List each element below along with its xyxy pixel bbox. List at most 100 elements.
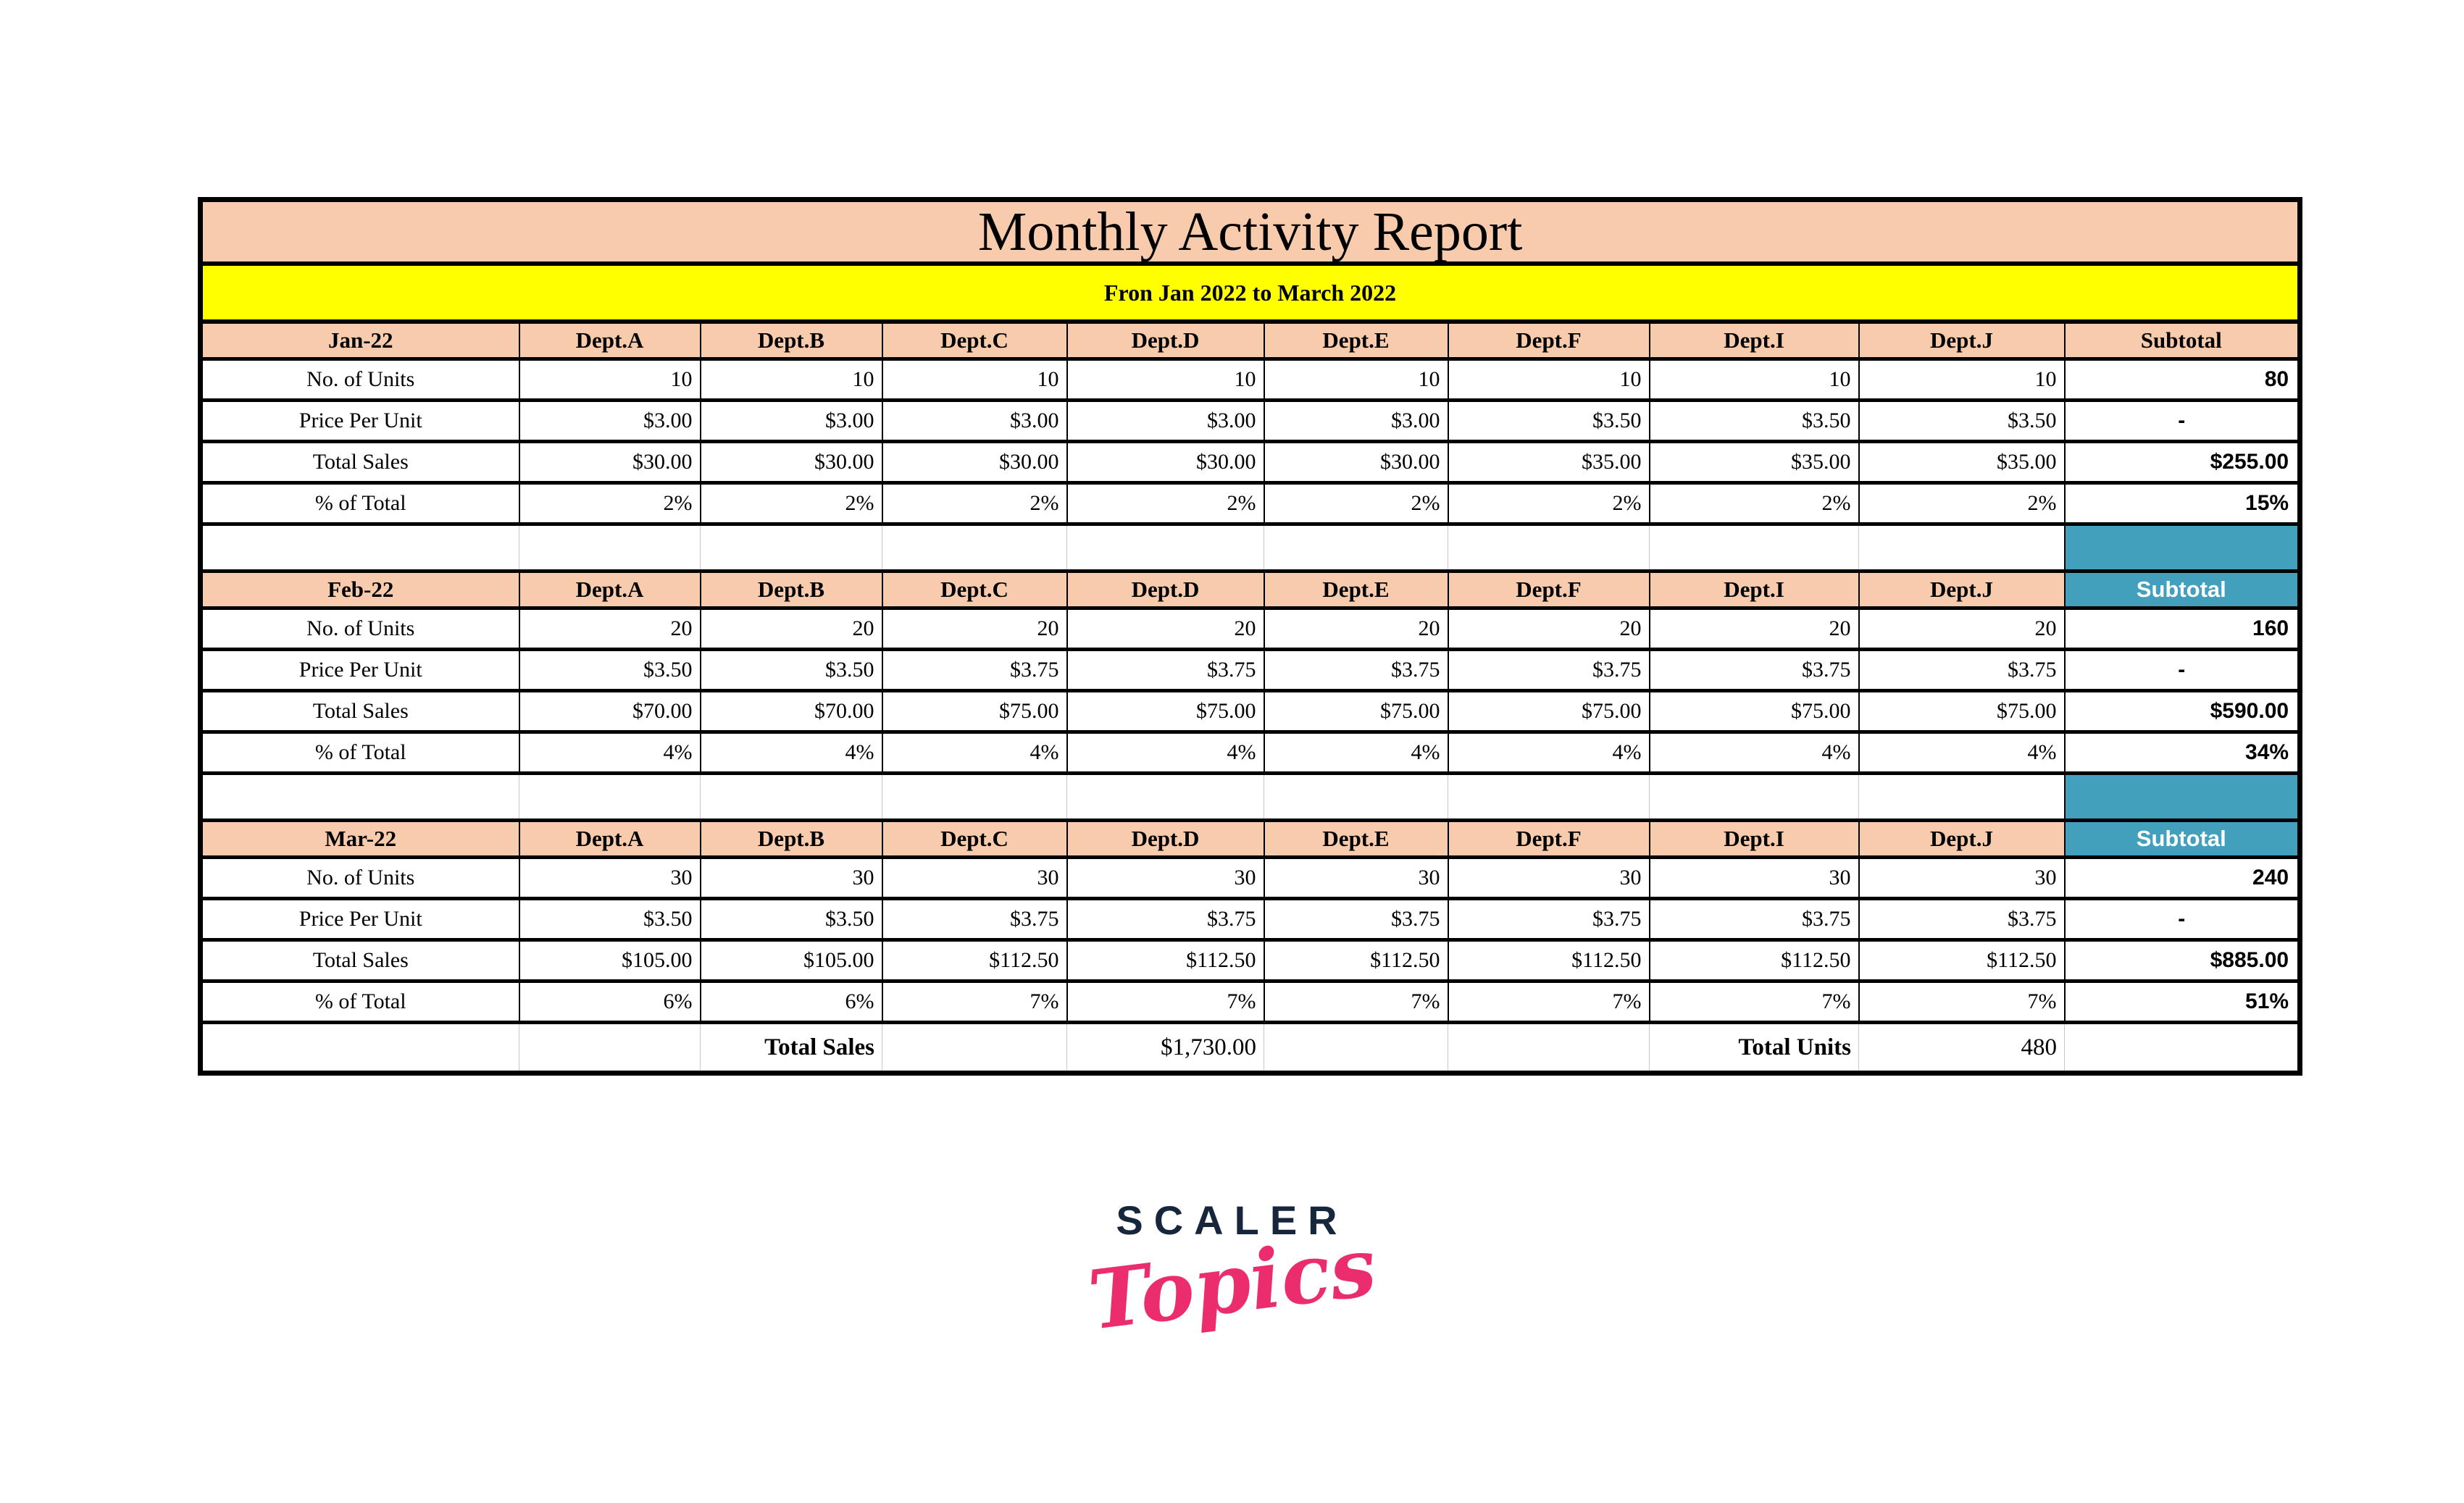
subtotal-header: Subtotal — [2063, 569, 2301, 610]
value-cell: 2% — [1066, 482, 1265, 526]
dept-header: Dept.A — [518, 569, 701, 610]
value-cell: $75.00 — [1648, 690, 1860, 734]
value-cell: $30.00 — [518, 440, 701, 485]
empty-cell — [519, 1021, 701, 1073]
month-sections: Jan-22 Dept.A Dept.B Dept.C Dept.D Dept.E Dept… — [199, 319, 2301, 1024]
value-cell: $3.75 — [1648, 648, 1860, 692]
value-cell: 6% — [518, 980, 701, 1024]
value-cell: 4% — [881, 731, 1068, 775]
table-row: % of Total 4% 4% 4% 4% 4% 4% 4% 4% 34% — [199, 731, 2301, 775]
subtotal-header: Subtotal — [2063, 319, 2301, 361]
page-title: Monthly Activity Report — [200, 199, 2300, 266]
value-cell: 20 — [518, 607, 701, 651]
row-label: Price Per Unit — [199, 648, 520, 692]
subtotal-value: $590.00 — [2063, 690, 2301, 734]
dept-header: Dept.C — [881, 319, 1068, 361]
month-label: Mar-22 — [199, 819, 520, 859]
dept-header: Dept.J — [1858, 319, 2066, 361]
dept-header: Dept.F — [1447, 569, 1650, 610]
value-cell: $3.00 — [1066, 399, 1265, 443]
subtotal-value: - — [2063, 897, 2301, 942]
gap-cell — [882, 524, 1067, 572]
value-cell: $70.00 — [518, 690, 701, 734]
gap-cell — [200, 773, 519, 821]
month-header-row: Feb-22 Dept.A Dept.B Dept.C Dept.D Dept.E Dept… — [199, 569, 2301, 610]
value-cell: 10 — [1263, 358, 1449, 402]
value-cell: $30.00 — [699, 440, 883, 485]
value-cell: $35.00 — [1648, 440, 1860, 485]
value-cell: 10 — [1447, 358, 1650, 402]
value-cell: 4% — [1858, 731, 2066, 775]
table-row: Total Sales $105.00 $105.00 $112.50 $112.50 $… — [199, 939, 2301, 983]
row-label: Total Sales — [199, 440, 520, 485]
spacer-row — [200, 773, 2301, 821]
value-cell: 10 — [699, 358, 883, 402]
month-header-row: Mar-22 Dept.A Dept.B Dept.C Dept.D Dept.E Dept… — [199, 819, 2301, 859]
value-cell: 30 — [881, 856, 1068, 900]
row-label: Total Sales — [199, 939, 520, 983]
subtotal-value: $885.00 — [2063, 939, 2301, 983]
value-cell: 4% — [1648, 731, 1860, 775]
gap-cell — [1448, 524, 1650, 572]
value-cell: 4% — [518, 731, 701, 775]
value-cell: 4% — [1263, 731, 1449, 775]
row-label: Price Per Unit — [199, 897, 520, 942]
row-label: % of Total — [199, 482, 520, 526]
title-row: Monthly Activity Report — [200, 199, 2300, 266]
table-row: Total Sales $70.00 $70.00 $75.00 $75.00 $75.0… — [199, 690, 2301, 734]
value-cell: $3.75 — [1066, 648, 1265, 692]
gap-cell — [700, 524, 882, 572]
value-cell: $75.00 — [1263, 690, 1449, 734]
row-label: No. of Units — [199, 358, 520, 402]
dept-header: Dept.J — [1858, 569, 2066, 610]
value-cell: 7% — [1263, 980, 1449, 1024]
value-cell: 4% — [1447, 731, 1650, 775]
value-cell: 20 — [1648, 607, 1860, 651]
table-row: % of Total 6% 6% 7% 7% 7% 7% 7% 7% 51% — [199, 980, 2301, 1024]
grand-totals-row: Total Sales $1,730.00 Total Units 480 — [200, 1021, 2301, 1073]
value-cell: $112.50 — [1858, 939, 2066, 983]
month-label: Feb-22 — [199, 569, 520, 610]
value-cell: 10 — [1648, 358, 1860, 402]
value-cell: $70.00 — [699, 690, 883, 734]
empty-cell — [1264, 1021, 1448, 1073]
value-cell: $30.00 — [1066, 440, 1265, 485]
dept-header: Dept.D — [1066, 569, 1265, 610]
row-label: No. of Units — [199, 856, 520, 900]
month-label: Jan-22 — [199, 319, 520, 361]
monthly-activity-report-table: Monthly Activity Report Fron Jan 2022 to… — [198, 197, 2303, 1076]
value-cell: 2% — [1858, 482, 2066, 526]
value-cell: 20 — [881, 607, 1068, 651]
gap-cell — [519, 773, 701, 821]
table-row: Total Sales $30.00 $30.00 $30.00 $30.00 $30.0… — [199, 440, 2301, 485]
value-cell: $75.00 — [1858, 690, 2066, 734]
value-cell: 30 — [1858, 856, 2066, 900]
dept-header: Dept.E — [1263, 319, 1449, 361]
value-cell: 10 — [1858, 358, 2066, 402]
value-cell: $3.00 — [881, 399, 1068, 443]
value-cell: 20 — [1447, 607, 1650, 651]
subtotal-value: 80 — [2063, 358, 2301, 402]
empty-cell — [200, 1021, 519, 1073]
value-cell: $75.00 — [1447, 690, 1650, 734]
value-cell: 30 — [1648, 856, 1860, 900]
subtotal-value: - — [2063, 648, 2301, 692]
total-sales-value: $1,730.00 — [1066, 1021, 1264, 1073]
value-cell: $112.50 — [881, 939, 1068, 983]
value-cell: 30 — [1447, 856, 1650, 900]
dept-header: Dept.I — [1648, 819, 1860, 859]
value-cell: 4% — [699, 731, 883, 775]
value-cell: $3.75 — [1066, 897, 1265, 942]
value-cell: $35.00 — [1858, 440, 2066, 485]
subtotal-value: $255.00 — [2063, 440, 2301, 485]
empty-cell — [2063, 1021, 2301, 1073]
gap-cell — [1649, 524, 1859, 572]
subtotal-value: 160 — [2063, 607, 2301, 651]
table-row: Price Per Unit $3.50 $3.50 $3.75 $3.75 $3.75 $… — [199, 648, 2301, 692]
dept-header: Dept.A — [518, 319, 701, 361]
value-cell: 20 — [1263, 607, 1449, 651]
dept-header: Dept.D — [1066, 819, 1265, 859]
value-cell: $3.75 — [1447, 897, 1650, 942]
value-cell: $3.00 — [518, 399, 701, 443]
